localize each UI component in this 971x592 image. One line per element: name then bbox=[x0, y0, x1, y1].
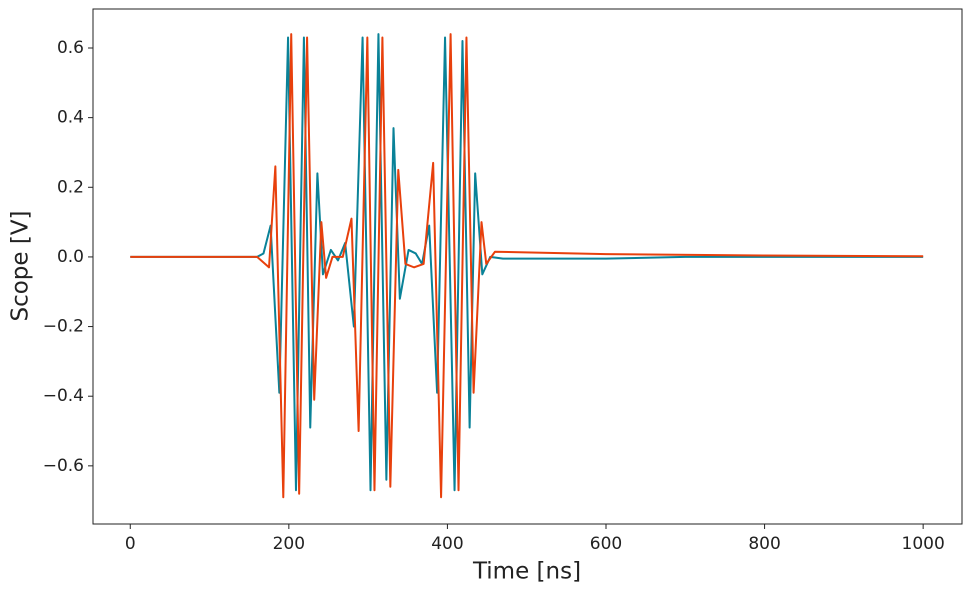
x-axis-label: Time [ns] bbox=[472, 559, 581, 585]
y-tick-label: −0.2 bbox=[43, 317, 84, 337]
series-line bbox=[130, 33, 924, 492]
x-tick-label: 800 bbox=[748, 534, 780, 554]
x-tick-label: 600 bbox=[590, 534, 622, 554]
x-tick-label: 1000 bbox=[902, 534, 945, 554]
y-tick-label: −0.6 bbox=[43, 456, 84, 476]
x-tick-label: 400 bbox=[431, 534, 463, 554]
x-tick-label: 0 bbox=[125, 534, 136, 554]
y-tick-label: 0.6 bbox=[57, 38, 84, 58]
plot-frame bbox=[92, 8, 963, 525]
x-tick-label: 200 bbox=[273, 534, 305, 554]
series-line bbox=[130, 33, 924, 499]
y-tick-label: 0.4 bbox=[57, 108, 84, 128]
y-tick-label: 0.0 bbox=[57, 247, 84, 267]
y-axis-label: Scope [V] bbox=[8, 210, 34, 321]
y-tick-label: −0.4 bbox=[43, 386, 84, 406]
y-tick-label: 0.2 bbox=[57, 177, 84, 197]
